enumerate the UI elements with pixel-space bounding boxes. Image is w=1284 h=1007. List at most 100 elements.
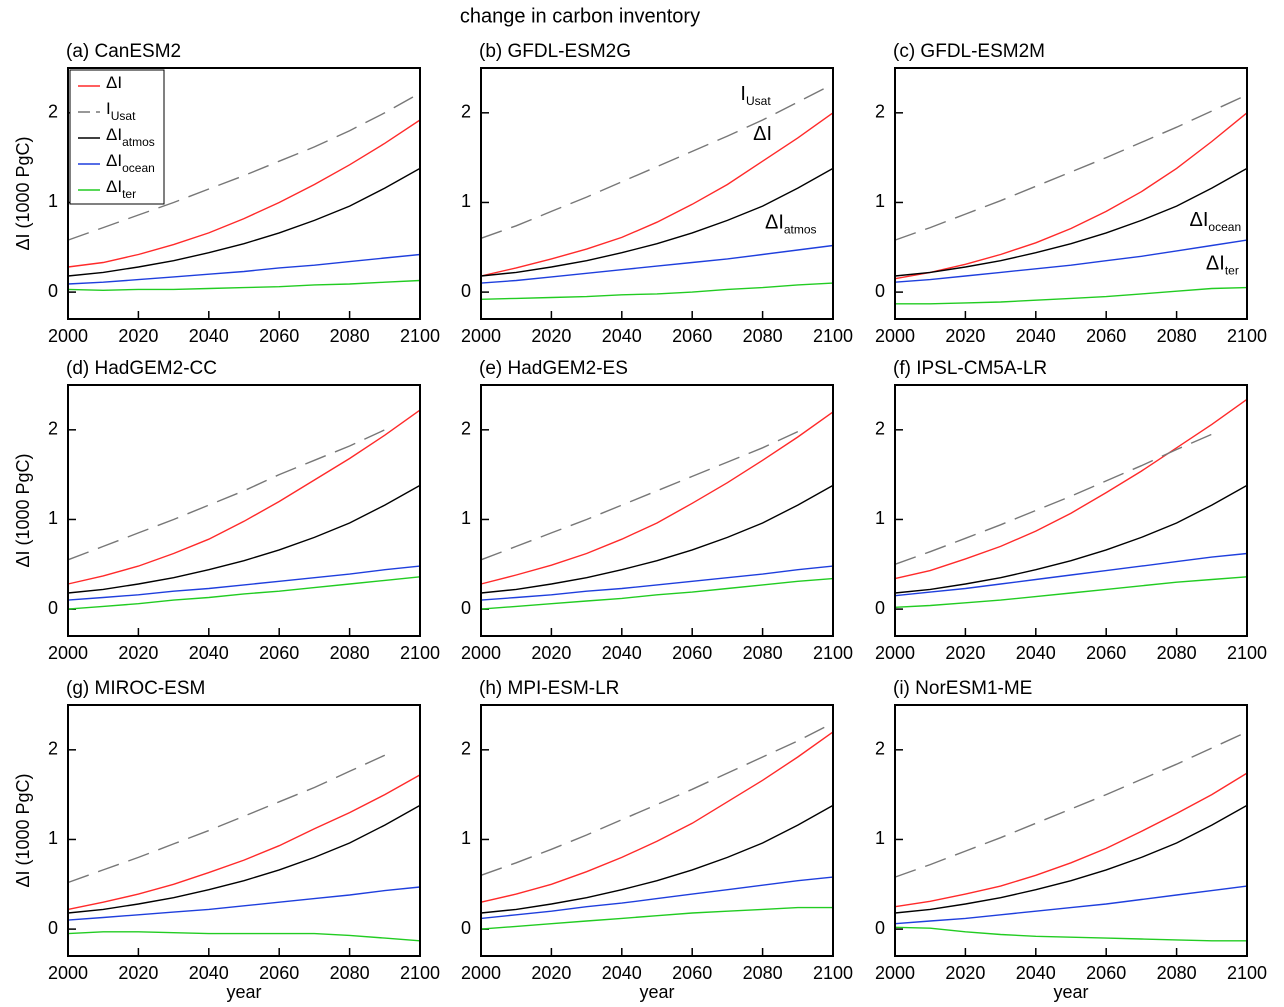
- x-tick-label: 2080: [1157, 643, 1197, 663]
- y-tick-label: 2: [48, 102, 58, 122]
- annotation: ΔIatmos: [765, 212, 817, 237]
- legend-label-text: ΔI: [106, 151, 122, 170]
- series-line: [894, 112, 1248, 280]
- x-tick-label: 2040: [1016, 963, 1056, 983]
- series-line: [480, 906, 833, 930]
- y-tick-label: 0: [48, 918, 58, 938]
- series-line: [894, 576, 1248, 608]
- series-line: [480, 804, 834, 914]
- x-tick-label: 2020: [118, 963, 158, 983]
- x-tick-label: 2040: [602, 643, 642, 663]
- x-tick-label: 2040: [189, 963, 229, 983]
- x-tick-label: 2020: [531, 963, 571, 983]
- series-line: [894, 398, 1248, 580]
- plot-frame: [894, 384, 1248, 637]
- legend-label-text: I: [106, 99, 111, 118]
- x-tick-label: 2020: [945, 643, 985, 663]
- x-tick-label: 2020: [531, 643, 571, 663]
- y-tick-label: 0: [875, 281, 885, 301]
- series-line: [894, 885, 1248, 925]
- x-tick-label: 2040: [602, 326, 642, 346]
- chart-title: (i) NorESM1-ME: [893, 678, 1032, 699]
- y-tick-label: 2: [461, 739, 471, 759]
- series-line: [67, 931, 421, 942]
- y-tick-label: 2: [461, 102, 471, 122]
- series-line: [894, 239, 1248, 283]
- y-tick-label: 1: [875, 508, 885, 528]
- chart-title: (h) MPI-ESM-LR: [479, 678, 619, 699]
- annotation-subscript: ocean: [1208, 220, 1241, 234]
- x-tick-label: 2080: [330, 963, 370, 983]
- chart-title: (g) MIROC-ESM: [66, 678, 205, 699]
- x-tick-label: 2100: [400, 643, 440, 663]
- legend-label-subscript: atmos: [122, 135, 155, 149]
- series-line: [480, 484, 834, 594]
- series-line: [895, 286, 1248, 305]
- series-line: [67, 409, 421, 585]
- annotation: ΔI: [753, 124, 772, 146]
- legend-label: IUsat: [106, 99, 136, 123]
- annotation-text: ΔI: [1206, 253, 1225, 275]
- x-tick-label: 2060: [1086, 326, 1126, 346]
- plot-frame: [480, 704, 834, 957]
- plot-frame: [894, 704, 1248, 957]
- x-tick-label: 2080: [1157, 963, 1197, 983]
- legend-label: ΔIatmos: [106, 125, 155, 149]
- annotation-text: ΔI: [753, 124, 772, 146]
- x-tick-label: 2000: [48, 643, 88, 663]
- series-line: [67, 429, 386, 561]
- legend-label-text: ΔI: [106, 125, 122, 144]
- series-line: [894, 167, 1248, 277]
- y-tick-label: 1: [48, 191, 58, 211]
- x-tick-label: 2040: [189, 326, 229, 346]
- x-tick-label: 2080: [1157, 326, 1197, 346]
- x-tick-label: 2100: [400, 963, 440, 983]
- x-axis-label: year: [1053, 982, 1088, 1002]
- legend-label-text: ΔI: [106, 177, 122, 196]
- plot-frame: [67, 67, 421, 320]
- y-tick-label: 1: [875, 828, 885, 848]
- x-tick-label: 2000: [461, 643, 501, 663]
- annotation-text: I: [740, 84, 746, 106]
- y-tick-label: 2: [48, 739, 58, 759]
- x-tick-label: 2060: [1086, 963, 1126, 983]
- series-line: [894, 552, 1248, 597]
- series-line: [67, 484, 421, 594]
- series-line: [480, 577, 834, 610]
- series-line: [67, 167, 421, 277]
- x-tick-label: 2040: [1016, 326, 1056, 346]
- x-tick-label: 2060: [672, 643, 712, 663]
- plot-frame: [67, 384, 421, 637]
- legend-label-subscript: ter: [122, 187, 136, 201]
- series-line: [894, 926, 1247, 942]
- x-tick-label: 2060: [672, 963, 712, 983]
- series-line: [480, 244, 834, 284]
- y-tick-label: 2: [48, 419, 58, 439]
- x-tick-label: 2100: [400, 326, 440, 346]
- x-tick-label: 2060: [259, 963, 299, 983]
- x-tick-label: 2060: [259, 326, 299, 346]
- annotation-subscript: ter: [1225, 263, 1239, 277]
- annotation-subscript: Usat: [746, 94, 771, 108]
- x-tick-label: 2020: [118, 326, 158, 346]
- annotation-text: ΔI: [765, 212, 784, 234]
- series-line: [67, 253, 421, 285]
- legend-label: ΔI: [106, 73, 122, 92]
- legend-box: [69, 69, 165, 205]
- annotation-subscript: atmos: [784, 223, 817, 237]
- x-tick-label: 2080: [743, 643, 783, 663]
- series-line: [480, 565, 834, 601]
- figure-title: change in carbon inventory: [460, 5, 700, 27]
- x-tick-label: 2100: [1227, 326, 1267, 346]
- x-tick-label: 2080: [743, 326, 783, 346]
- series-line: [67, 804, 421, 914]
- x-tick-label: 2000: [48, 326, 88, 346]
- series-line: [67, 119, 421, 268]
- x-tick-label: 2000: [461, 326, 501, 346]
- x-tick-label: 2100: [813, 643, 853, 663]
- y-axis-label: ΔI (1000 PgC): [13, 773, 33, 887]
- y-tick-label: 1: [461, 191, 471, 211]
- series-line: [894, 772, 1248, 908]
- x-tick-label: 2000: [875, 643, 915, 663]
